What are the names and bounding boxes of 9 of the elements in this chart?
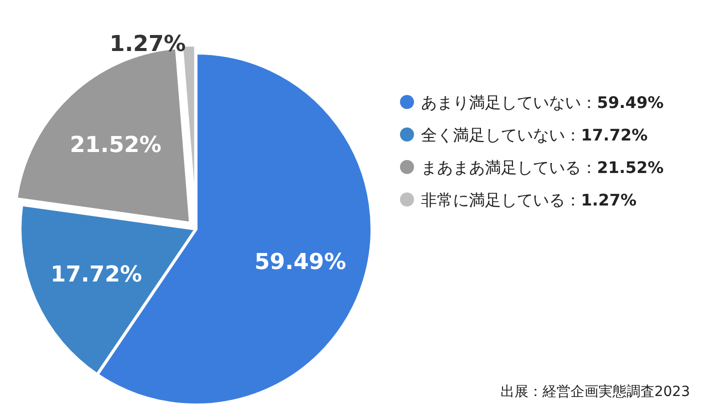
legend-label: 全く満足していない：17.72%: [421, 126, 648, 144]
data-label: 1.27%: [110, 32, 186, 58]
data-label: 17.72%: [50, 262, 142, 288]
legend-label: まあまあ満足している：21.52%: [421, 158, 664, 177]
data-label: 59.49%: [254, 250, 346, 276]
data-label: 21.52%: [70, 132, 162, 158]
legend-label: あまり満足していない：59.49%: [421, 93, 664, 112]
text: 出展：経営企画実態調査2023: [500, 384, 690, 400]
legend-label: 非常に満足している：1.27%: [421, 190, 637, 210]
